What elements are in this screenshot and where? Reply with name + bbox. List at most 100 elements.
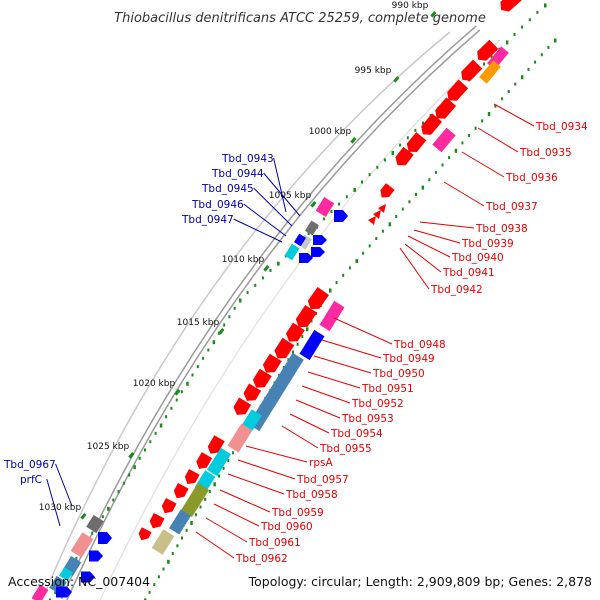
blue-feature bbox=[299, 329, 325, 361]
leader-line bbox=[289, 413, 330, 434]
tick-mark bbox=[239, 298, 242, 303]
tick-mark bbox=[213, 482, 216, 487]
gene-label: Tbd_0962 bbox=[235, 553, 288, 565]
reverse-cds-arrow bbox=[477, 39, 499, 61]
forward-cds-arrow bbox=[334, 210, 348, 222]
tick-mark bbox=[494, 104, 497, 108]
tick-mark bbox=[353, 187, 356, 192]
kbp-tick-label: 1015 kbp bbox=[177, 318, 220, 328]
tick-mark bbox=[292, 350, 294, 354]
reverse-cds-arrow bbox=[233, 397, 252, 415]
leader-line bbox=[227, 473, 285, 495]
magenta-feature bbox=[432, 127, 456, 153]
reverse-cds-arrow bbox=[274, 337, 295, 359]
tick-mark bbox=[101, 515, 104, 519]
kbp-tick-label: 1010 kbp bbox=[222, 255, 265, 265]
tick-mark bbox=[348, 266, 351, 270]
cyan-feature bbox=[59, 567, 73, 581]
gene-label: Tbd_0935 bbox=[519, 147, 572, 159]
reverse-cds-small bbox=[378, 204, 386, 213]
reverse-cds-arrow bbox=[307, 287, 329, 309]
gene-label: Tbd_0949 bbox=[382, 353, 435, 365]
tick-mark bbox=[414, 128, 417, 132]
tick-mark bbox=[454, 148, 458, 153]
leader-line bbox=[213, 503, 260, 527]
leader-line bbox=[333, 317, 393, 345]
leader-line bbox=[273, 157, 287, 213]
gene-label: Tbd_0948 bbox=[393, 339, 446, 351]
gene-label: Tbd_0946 bbox=[191, 199, 244, 211]
leader-line bbox=[295, 399, 341, 419]
tick-mark bbox=[117, 490, 120, 494]
tick-mark bbox=[144, 448, 146, 452]
tick-mark bbox=[208, 490, 211, 493]
salmon-feature bbox=[70, 532, 94, 558]
magenta-feature bbox=[319, 300, 345, 332]
gene-label: Tbd_0955 bbox=[319, 443, 372, 455]
tick-mark bbox=[501, 97, 504, 101]
tick-mark bbox=[162, 567, 165, 571]
reverse-cds-small bbox=[368, 216, 376, 225]
kbp-major-tick bbox=[80, 513, 87, 520]
tick-mark bbox=[148, 590, 151, 594]
gene-label: Tbd_0958 bbox=[285, 489, 338, 501]
reverse-cds-arrow bbox=[286, 322, 305, 342]
kbp-tick-label: 1005 kbp bbox=[269, 191, 312, 201]
tick-mark bbox=[191, 373, 194, 377]
leader-line bbox=[301, 385, 351, 404]
kbp-major-tick bbox=[310, 201, 317, 208]
tick-mark bbox=[153, 583, 156, 586]
reverse-cds-arrow bbox=[161, 498, 177, 514]
reverse-cds-arrow bbox=[184, 469, 200, 485]
gene-label: Tbd_0947 bbox=[181, 214, 234, 226]
tick-mark bbox=[170, 406, 173, 410]
kbp-tick-label: 1025 kbp bbox=[87, 442, 130, 452]
salmon-feature bbox=[227, 423, 253, 453]
tick-mark bbox=[301, 335, 304, 338]
reverse-cds-arrow bbox=[435, 97, 457, 119]
tick-mark bbox=[540, 53, 543, 57]
backbone-inner-ring bbox=[41, 31, 451, 600]
gene-label: Tbd_0959 bbox=[271, 507, 324, 519]
reverse-cds-arrow bbox=[380, 183, 395, 198]
grey-feature bbox=[305, 220, 319, 236]
tick-mark bbox=[415, 192, 417, 196]
tick-mark bbox=[345, 195, 348, 199]
forward-cds-arrow bbox=[299, 253, 313, 263]
tick-mark bbox=[329, 288, 332, 293]
kbp-major-tick bbox=[263, 265, 270, 272]
forward-cds-arrow bbox=[311, 247, 325, 257]
gene-label: rpsA bbox=[309, 457, 333, 469]
topology-text: Topology: circular; Length: 2,909,809 bp… bbox=[248, 574, 592, 589]
reverse-cds-arrow bbox=[207, 435, 225, 454]
tick-mark bbox=[296, 342, 299, 346]
leader-line bbox=[321, 339, 382, 359]
tick-mark bbox=[422, 121, 424, 125]
kbp-major-tick bbox=[430, 11, 437, 18]
leader-line bbox=[477, 127, 519, 153]
tick-mark bbox=[527, 67, 530, 71]
tick-mark bbox=[128, 473, 131, 477]
gene-label: Tbd_0961 bbox=[248, 537, 301, 549]
tick-mark bbox=[521, 25, 524, 29]
blue-feature bbox=[294, 233, 306, 247]
tick-mark bbox=[401, 207, 404, 211]
tick-mark bbox=[544, 3, 547, 8]
cyan-feature bbox=[284, 243, 300, 261]
tick-mark bbox=[171, 552, 174, 555]
tick-mark bbox=[149, 440, 152, 444]
map-title: Thiobacillus denitrificans ATCC 25259, c… bbox=[114, 11, 486, 26]
gene-label: Tbd_0943 bbox=[221, 153, 274, 165]
tick-mark bbox=[122, 481, 125, 485]
tick-mark bbox=[204, 497, 207, 501]
reverse-cds-arrow bbox=[252, 368, 272, 388]
tick-mark bbox=[159, 423, 163, 428]
tick-mark bbox=[375, 237, 378, 240]
tick-mark bbox=[138, 456, 141, 460]
tick-mark bbox=[91, 531, 94, 535]
leader-line bbox=[399, 247, 430, 290]
tick-mark bbox=[528, 18, 531, 22]
olive-feature bbox=[181, 483, 209, 517]
